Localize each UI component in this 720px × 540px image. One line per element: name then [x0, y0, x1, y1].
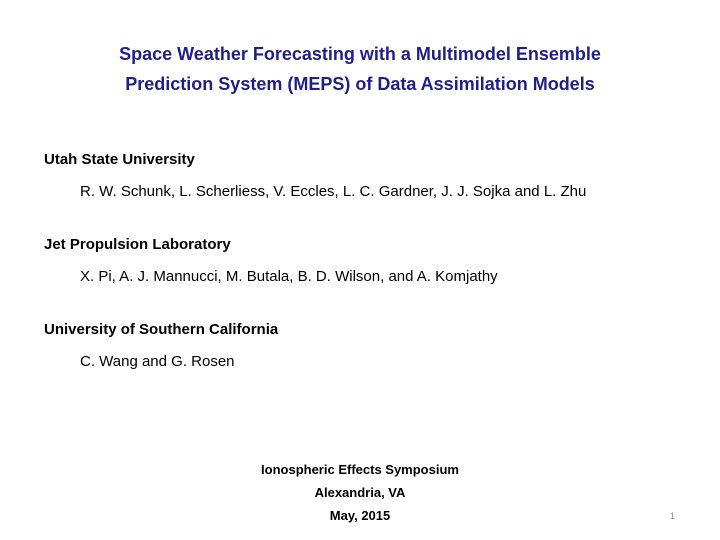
title-line: Space Weather Forecasting with a Multimo… [119, 44, 601, 64]
footer-line: Ionospheric Effects Symposium [261, 462, 459, 477]
affiliation: Jet Propulsion Laboratory [44, 236, 231, 253]
authors: C. Wang and G. Rosen [80, 353, 235, 370]
page-number: 1 [670, 511, 676, 521]
authors: X. Pi, A. J. Mannucci, M. Butala, B. D. … [80, 268, 498, 285]
affiliation: Utah State University [44, 151, 195, 168]
footer-line: May, 2015 [329, 508, 391, 523]
authors: R. W. Schunk, L. Scherliess, V. Eccles, … [80, 183, 587, 200]
title-line: Prediction System (MEPS) of Data Assimil… [125, 74, 595, 94]
affiliation: University of Southern California [44, 321, 279, 338]
footer-line: Alexandria, VA [314, 485, 406, 500]
